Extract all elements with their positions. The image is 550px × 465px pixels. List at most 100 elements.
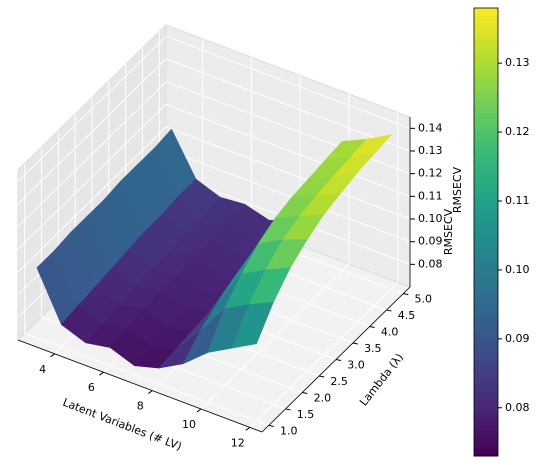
colorbar-cell bbox=[474, 64, 498, 69]
colorbar-cell bbox=[474, 385, 498, 390]
colorbar-cell bbox=[474, 138, 498, 143]
grid-line bbox=[17, 58, 411, 205]
colorbar-cell bbox=[474, 276, 498, 282]
colorbar-cell bbox=[474, 422, 498, 427]
colorbar-cell bbox=[474, 190, 498, 196]
y-tick bbox=[369, 326, 375, 329]
y-tick bbox=[319, 375, 325, 378]
colorbar-cell bbox=[474, 120, 498, 125]
y-tick-label: 1.0 bbox=[280, 424, 298, 437]
colorbar-cell bbox=[474, 108, 498, 114]
colorbar-cell bbox=[474, 351, 498, 356]
z-tick-label: 0.12 bbox=[418, 167, 443, 180]
colorbar-cell bbox=[474, 157, 498, 162]
colorbar-cell bbox=[474, 142, 498, 147]
colorbar-cell bbox=[474, 452, 498, 457]
y-tick-label: 5.0 bbox=[415, 293, 433, 306]
colorbar-cell bbox=[474, 176, 498, 181]
z-tick-label: 0.10 bbox=[418, 212, 443, 225]
colorbar-cell bbox=[474, 187, 498, 192]
colorbar-cell bbox=[474, 355, 498, 360]
y-axis bbox=[261, 286, 411, 433]
y-tick bbox=[403, 293, 409, 296]
colorbar-cell bbox=[474, 209, 498, 214]
colorbar-cell bbox=[474, 310, 498, 315]
colorbar-cell bbox=[474, 71, 498, 76]
colorbar-cell bbox=[474, 288, 498, 293]
colorbar-cell bbox=[474, 381, 498, 386]
colorbar-cell bbox=[474, 164, 498, 170]
colorbar-cell bbox=[474, 127, 498, 132]
x-tick-label: 10 bbox=[182, 418, 196, 431]
colorbar-cell bbox=[474, 30, 498, 35]
colorbar-cell bbox=[474, 388, 498, 394]
colorbar-cell bbox=[474, 273, 498, 278]
x-tick bbox=[147, 390, 153, 395]
colorbar-cell bbox=[474, 306, 498, 311]
x-axis-label: Latent Variables (# LV) bbox=[61, 396, 184, 453]
colorbar-cell bbox=[474, 325, 498, 330]
z-axis-label: RMSECV bbox=[451, 166, 464, 213]
colorbar-cell bbox=[474, 239, 498, 244]
x-tick bbox=[245, 426, 251, 431]
colorbar-cell bbox=[474, 302, 498, 308]
y-tick bbox=[335, 359, 342, 361]
y-tick bbox=[386, 309, 392, 312]
colorbar-cell bbox=[474, 235, 498, 240]
colorbar-cell bbox=[474, 52, 498, 58]
grid-line bbox=[17, 35, 411, 182]
colorbar-cell bbox=[474, 358, 498, 364]
grid-line bbox=[17, 81, 411, 228]
colorbar-tick-label: 0.10 bbox=[505, 263, 530, 276]
colorbar-cell bbox=[474, 134, 498, 140]
colorbar-cell bbox=[474, 373, 498, 379]
colorbar-cell bbox=[474, 340, 498, 345]
colorbar-cell bbox=[474, 168, 498, 173]
z-tick-label: 0.08 bbox=[418, 257, 443, 270]
colorbar-cell bbox=[474, 246, 498, 252]
colorbar-cell bbox=[474, 291, 498, 296]
colorbar-cell bbox=[474, 224, 498, 229]
x-tick bbox=[196, 408, 202, 413]
y-tick-label: 2.0 bbox=[314, 391, 332, 404]
y-tick-label: 1.5 bbox=[297, 408, 315, 421]
surface-patch bbox=[231, 301, 274, 349]
colorbar-cell bbox=[474, 314, 498, 319]
colorbar-cell bbox=[474, 90, 498, 95]
colorbar-cell bbox=[474, 37, 498, 43]
colorbar-cell bbox=[474, 448, 498, 453]
colorbar-cell bbox=[474, 269, 498, 274]
colorbar-cell bbox=[474, 112, 498, 117]
colorbar-cell bbox=[474, 317, 498, 323]
colorbar-cell bbox=[474, 426, 498, 431]
colorbar-tick-label: 0.09 bbox=[505, 332, 530, 345]
x-tick-label: 4 bbox=[39, 363, 46, 376]
colorbar-tick-label: 0.13 bbox=[505, 56, 530, 69]
colorbar-cell bbox=[474, 146, 498, 151]
colorbar-cell bbox=[474, 329, 498, 334]
colorbar-cell bbox=[474, 403, 498, 408]
colorbar-cell bbox=[474, 183, 498, 188]
colorbar-cell bbox=[474, 205, 498, 211]
z-tick-label: 0.09 bbox=[418, 235, 443, 248]
colorbar-cell bbox=[474, 34, 498, 39]
colorbar-cell bbox=[474, 258, 498, 263]
colorbar-cell bbox=[474, 347, 498, 352]
colorbar-cell bbox=[474, 250, 498, 255]
colorbar-cell bbox=[474, 392, 498, 397]
colorbar-cell bbox=[474, 19, 498, 24]
colorbar-cell bbox=[474, 280, 498, 285]
x-tick bbox=[99, 371, 104, 376]
y-tick bbox=[268, 424, 274, 427]
colorbar-cell bbox=[474, 56, 498, 61]
colorbar bbox=[474, 8, 498, 457]
colorbar-cell bbox=[474, 243, 498, 248]
colorbar-cell bbox=[474, 414, 498, 420]
colorbar-cell bbox=[474, 295, 498, 300]
colorbar-cell bbox=[474, 78, 498, 84]
colorbar-cell bbox=[474, 418, 498, 423]
z-tick-label: 0.14 bbox=[418, 121, 443, 134]
z-tick-label: 0.13 bbox=[418, 144, 443, 157]
colorbar-cell bbox=[474, 8, 498, 13]
